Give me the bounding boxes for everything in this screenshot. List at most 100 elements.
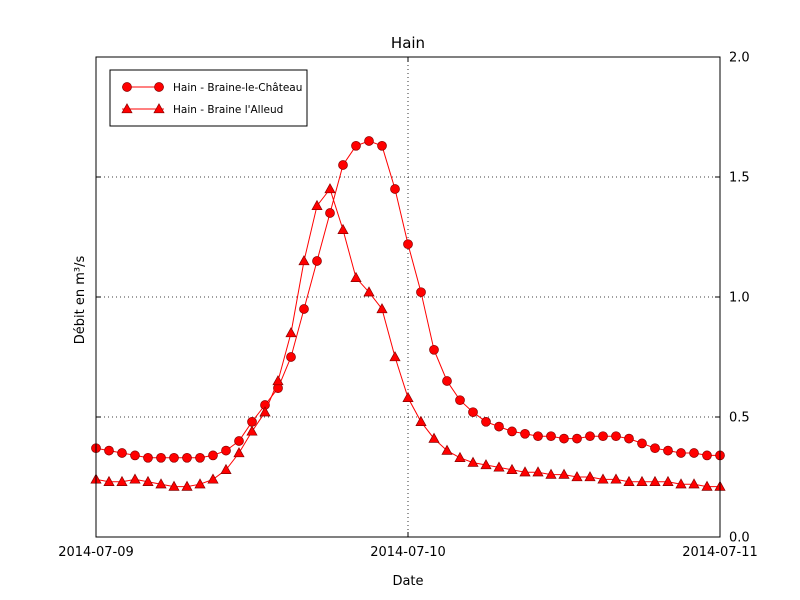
x-tick-label: 2014-07-09 — [58, 545, 134, 560]
data-point-circle — [364, 136, 374, 146]
data-point-circle — [325, 208, 335, 218]
data-point-circle — [351, 140, 361, 151]
data-point-circle — [122, 82, 132, 92]
data-point-circle — [377, 140, 387, 151]
data-point-circle — [455, 395, 465, 406]
data-point-circle — [299, 304, 309, 314]
data-point-triangle — [168, 480, 180, 491]
legend-box — [109, 69, 308, 127]
data-point-triangle — [350, 271, 362, 282]
data-point-circle — [169, 452, 179, 463]
data-point-circle — [442, 376, 452, 386]
data-point-triangle — [636, 475, 648, 486]
y-axis-label: Débit en m³/s — [73, 256, 88, 345]
data-point-circle — [154, 82, 164, 92]
data-point-triangle — [194, 478, 206, 489]
data-point-triangle — [311, 199, 323, 210]
y-tick-label: 2.0 — [729, 51, 750, 66]
data-point-circle — [338, 160, 348, 170]
y-tick-label: 0.5 — [729, 411, 750, 426]
series-circle — [91, 136, 725, 463]
data-point-circle — [494, 421, 504, 432]
data-point-circle — [130, 450, 140, 461]
data-point-circle — [520, 428, 530, 439]
legend-label: Hain - Braine-le-Château — [173, 82, 302, 94]
data-point-triangle — [402, 391, 414, 402]
data-point-triangle — [207, 473, 219, 484]
data-point-circle — [416, 287, 426, 298]
data-point-triangle — [675, 478, 687, 489]
series-triangle — [90, 183, 726, 491]
data-point-triangle — [389, 351, 401, 362]
data-point-triangle — [519, 466, 531, 477]
data-point-triangle — [584, 471, 596, 482]
data-point-circle — [208, 450, 218, 461]
data-point-triangle — [220, 463, 232, 474]
data-point-triangle — [121, 103, 133, 114]
legend: Hain - Braine-le-Château Hain - Braine l'… — [109, 69, 308, 127]
data-point-circle — [676, 448, 686, 458]
grid-layer — [96, 57, 720, 537]
series-line — [95, 140, 720, 459]
data-point-triangle — [454, 451, 466, 462]
data-point-circle — [143, 452, 153, 463]
data-point-circle — [624, 433, 634, 444]
data-point-triangle — [116, 475, 128, 486]
data-point-triangle — [623, 475, 635, 486]
data-point-circle — [390, 184, 400, 194]
data-point-triangle — [597, 473, 609, 484]
x-tick-label: 2014-07-11 — [682, 545, 758, 560]
y-tick-label: 1.0 — [729, 291, 750, 306]
data-point-triangle — [428, 432, 440, 443]
data-point-circle — [221, 445, 231, 456]
data-point-circle — [156, 452, 166, 463]
x-tick-label: 2014-07-10 — [370, 545, 446, 560]
data-point-circle — [650, 443, 660, 454]
data-point-triangle — [103, 475, 115, 486]
data-point-circle — [429, 344, 439, 355]
data-point-triangle — [688, 478, 700, 489]
data-point-triangle — [155, 478, 167, 489]
data-point-circle — [598, 431, 608, 442]
data-point-circle — [286, 352, 296, 362]
data-point-circle — [507, 426, 517, 437]
data-point-circle — [572, 433, 582, 444]
data-point-circle — [247, 416, 257, 427]
data-point-circle — [663, 445, 673, 456]
y-tick-label: 0.0 — [729, 531, 750, 546]
data-point-triangle — [506, 463, 518, 474]
data-point-circle — [702, 450, 712, 461]
data-point-triangle — [558, 468, 570, 479]
data-point-circle — [611, 431, 621, 442]
data-point-triangle — [259, 406, 271, 417]
data-point-triangle — [662, 475, 674, 486]
data-point-triangle — [246, 425, 258, 436]
data-point-circle — [403, 239, 413, 250]
data-point-triangle — [129, 473, 141, 484]
data-point-circle — [689, 448, 699, 458]
data-point-triangle — [153, 103, 165, 114]
series-layer — [90, 136, 726, 491]
data-point-triangle — [272, 375, 284, 386]
data-point-triangle — [467, 456, 479, 467]
data-point-triangle — [649, 475, 661, 486]
data-point-triangle — [545, 468, 557, 479]
data-point-circle — [312, 256, 322, 266]
data-point-triangle — [298, 255, 310, 266]
data-point-circle — [104, 445, 114, 456]
data-point-triangle — [532, 466, 544, 477]
data-point-triangle — [480, 459, 492, 470]
data-point-triangle — [142, 475, 154, 486]
data-point-triangle — [493, 461, 505, 472]
chart-title: Hain — [391, 34, 425, 52]
tick-layer: 2014-07-09 2014-07-10 2014-07-110.0 0.5 1.0 1… — [58, 51, 758, 561]
data-point-triangle — [363, 286, 375, 297]
data-point-triangle — [441, 444, 453, 455]
data-point-circle — [637, 438, 647, 449]
data-point-circle — [533, 431, 543, 442]
x-axis-label: Date — [392, 574, 423, 589]
data-point-circle — [195, 452, 205, 463]
data-point-triangle — [376, 303, 388, 314]
